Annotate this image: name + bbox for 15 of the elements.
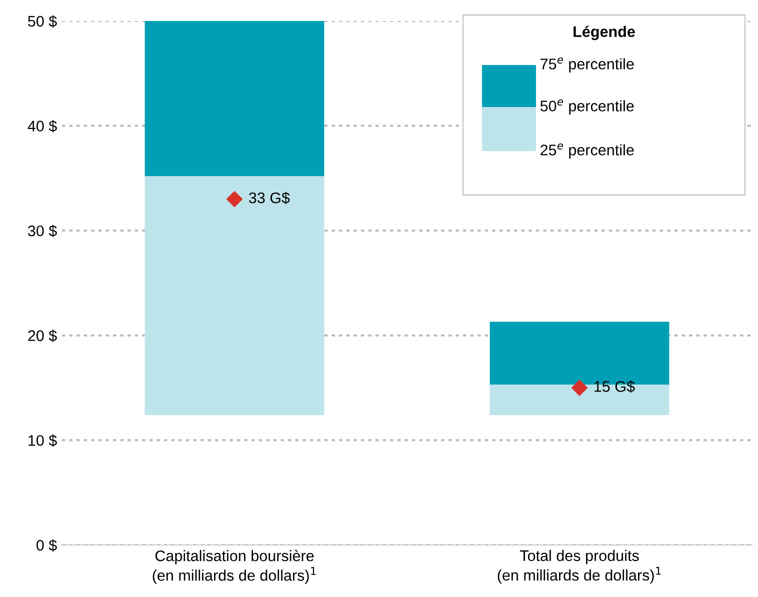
annotation: 25$^{e}$ percentile — [540, 143, 634, 158]
bar — [144, 176, 324, 416]
y-tick-label: 20 $ — [28, 330, 57, 342]
y-tick-label: 30 $ — [28, 224, 57, 238]
y-tick-label: 0 $ — [36, 539, 57, 552]
y-tick-label: 40 $ — [28, 120, 57, 132]
annotation: 75$^{e}$ percentile — [540, 57, 634, 72]
y-tick-label: 10 $ — [28, 434, 57, 447]
x-tick-label: Total des produits (en milliards de dollars)$^{1}$ — [498, 550, 661, 584]
annotation: 50$^{e}$ percentile — [540, 99, 634, 114]
x-tick-label: Capitalisation boursière (en milliards de dollars)$^{1}$ — [152, 550, 316, 584]
y-tick-label: 50 $ — [28, 15, 57, 28]
bar — [144, 21, 324, 176]
legend-title: Légende — [574, 26, 635, 40]
data-label: 33 G$ — [248, 192, 290, 204]
